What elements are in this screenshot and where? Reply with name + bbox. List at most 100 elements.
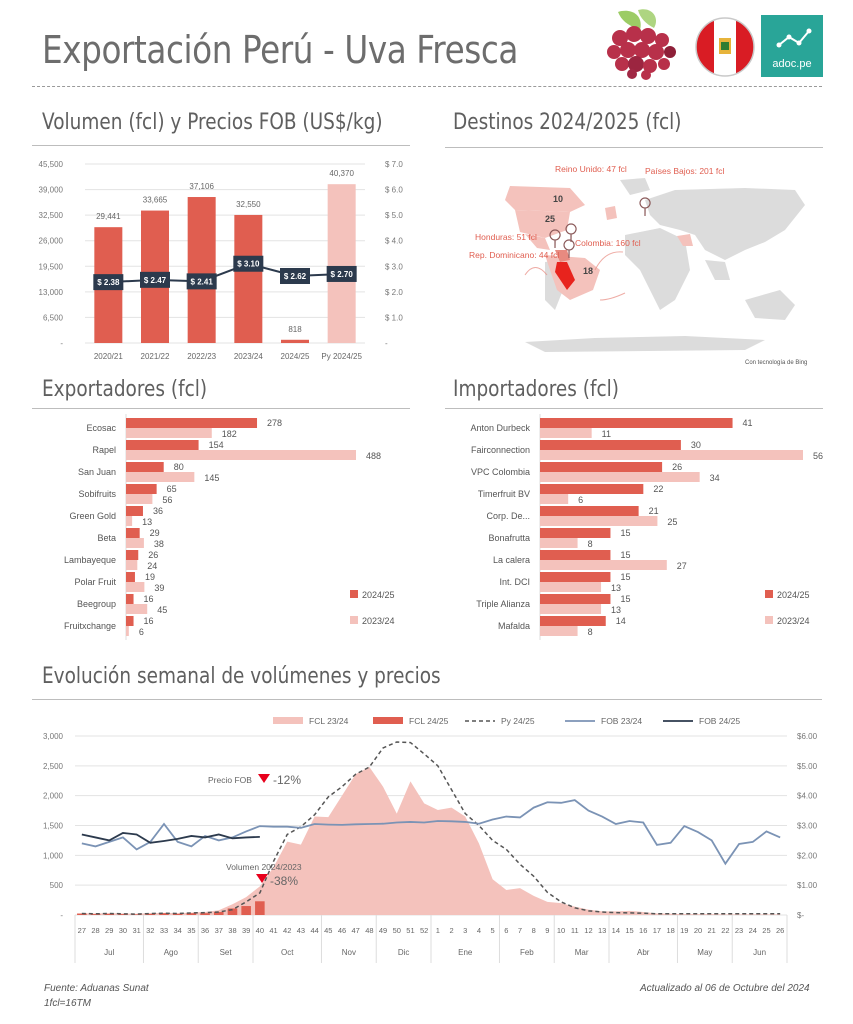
price-label: $ 2.47 (144, 276, 167, 285)
price-label: $ 2.38 (97, 278, 120, 287)
fcl-2425-bar (255, 901, 265, 915)
volume-section-rule (32, 145, 410, 146)
bar-value-2024-25: 26 (148, 550, 158, 560)
destinations-map: Reino Unido: 47 fcl Países Bajos: 201 fc… (469, 164, 807, 366)
bar-2024-25 (126, 528, 140, 538)
x-tick-label: 2022/23 (187, 352, 216, 361)
week-tick-label: 31 (132, 926, 140, 935)
volume-bar-label: 33,665 (143, 196, 168, 205)
bar-2023-24 (540, 604, 602, 614)
y2-tick-label: $3.00 (797, 822, 818, 831)
bar-2023-24 (540, 428, 592, 438)
price-label: $ 2.41 (191, 277, 214, 286)
bar-value-2023-24: 56 (162, 495, 172, 505)
bar-value-2024-25: 16 (144, 616, 154, 626)
bar-value-2024-25: 29 (150, 528, 160, 538)
week-tick-label: 23 (735, 926, 743, 935)
y2-tick-label: $ 6.0 (385, 186, 403, 195)
fcl-2425-bar (241, 906, 251, 915)
category-label: Triple Alianza (476, 599, 530, 609)
bar-value-2024-25: 26 (672, 462, 682, 472)
fob-2324-line (81, 799, 781, 866)
y-tick-label: 26,000 (39, 237, 64, 246)
bar-2024-25 (126, 418, 258, 428)
bar-value-2024-25: 22 (653, 484, 663, 494)
week-tick-label: 21 (708, 926, 716, 935)
importers-chart: Anton Durbeck 41 11 Fairconnection 30 56 VPC C… (470, 414, 823, 640)
map-credit: Con tecnología de Bing (745, 360, 807, 366)
arrow-pacific (524, 267, 548, 276)
bar-value-2023-24: 56 (813, 451, 823, 461)
price-marker (93, 274, 124, 291)
week-tick-label: 51 (406, 926, 414, 935)
colombia-region (555, 250, 570, 262)
week-tick-label: 49 (379, 926, 387, 935)
category-label: Corp. De... (486, 511, 530, 521)
y-tick-label: 19,500 (39, 262, 64, 271)
month-label: Mar (575, 948, 589, 957)
map-label-honduras: Honduras: 51 fcl (475, 232, 537, 242)
y2-tick-label: - (385, 339, 388, 348)
bar-2023-24 (540, 582, 602, 592)
map-value-usa: 25 (545, 214, 555, 224)
map-section-rule (445, 147, 823, 148)
map-value-canada: 10 (553, 194, 563, 204)
bar-2023-24 (126, 472, 195, 482)
annotation-volume-label: Volumen 2024/2023 (226, 862, 302, 872)
fcl-2425-bar (186, 913, 197, 915)
category-label: Green Gold (69, 511, 116, 521)
pin-colombia-icon (563, 239, 575, 259)
bar-2023-24 (540, 560, 667, 570)
bar-value-2023-24: 145 (204, 473, 219, 483)
bar-value-2024-25: 15 (620, 594, 630, 604)
week-tick-label: 44 (310, 926, 318, 935)
y2-tick-label: $ 2.0 (385, 288, 403, 297)
week-tick-label: 32 (146, 926, 154, 935)
week-tick-label: 4 (477, 926, 481, 935)
week-tick-label: 36 (201, 926, 209, 935)
y-tick-label: - (60, 911, 63, 920)
week-tick-label: 48 (365, 926, 373, 935)
fcl-2425-bar (172, 913, 183, 915)
volume-bar-label: 818 (288, 325, 302, 334)
bar-2023-24 (126, 516, 133, 526)
category-label: Lambayeque (64, 555, 116, 565)
week-tick-label: 3 (463, 926, 467, 935)
category-label: Ecosac (86, 423, 116, 433)
y2-tick-label: $4.00 (797, 792, 818, 801)
map-value-brazil: 18 (583, 266, 593, 276)
bar-value-2023-24: 6 (578, 495, 583, 505)
bar-value-2023-24: 45 (157, 605, 167, 615)
bar-2024-25 (540, 528, 611, 538)
updated-note: Actualizado al 06 de Octubre del 2024 (640, 983, 810, 994)
fcl-2324-area (81, 767, 781, 915)
bar-value-2023-24: 24 (147, 561, 157, 571)
map-label-colombia: Colombia: 160 fcl (575, 238, 641, 248)
volume-section-title: Volumen (fcl) y Precios FOB (US$/kg) (42, 110, 383, 135)
down-triangle-icon (258, 774, 270, 783)
bar-value-2023-24: 8 (588, 539, 593, 549)
weekly-section-rule (32, 699, 822, 700)
legend-label-2024-25: 2024/25 (362, 590, 395, 600)
bar-value-2023-24: 34 (710, 473, 720, 483)
volume-bar-label: 29,441 (96, 212, 121, 221)
legend-label-2024-25: 2024/25 (777, 590, 810, 600)
bar-2024-25 (540, 440, 681, 450)
annotation-price-value: -12% (273, 773, 301, 787)
category-label: VPC Colombia (471, 467, 530, 477)
y-tick-label: 6,500 (43, 313, 64, 322)
y-tick-label: 32,500 (39, 211, 64, 220)
importers-section-title: Importadores (fcl) (453, 377, 619, 402)
unit-note: 1fcl=16TM (44, 998, 91, 1009)
week-tick-label: 39 (242, 926, 250, 935)
y2-tick-label: $ 7.0 (385, 160, 403, 169)
trend-line-icon (776, 28, 812, 48)
map-pins (549, 197, 651, 259)
map-label-dominican: Rep. Dominicano: 44 fcl (469, 250, 559, 260)
bar-value-2023-24: 11 (602, 429, 611, 439)
map-label-netherlands: Países Bajos: 201 fcl (645, 166, 724, 176)
bar-2024-25 (540, 572, 611, 582)
category-label: Sobifruits (78, 489, 116, 499)
bar-2024-25 (126, 484, 157, 494)
week-tick-label: 1 (436, 926, 440, 935)
